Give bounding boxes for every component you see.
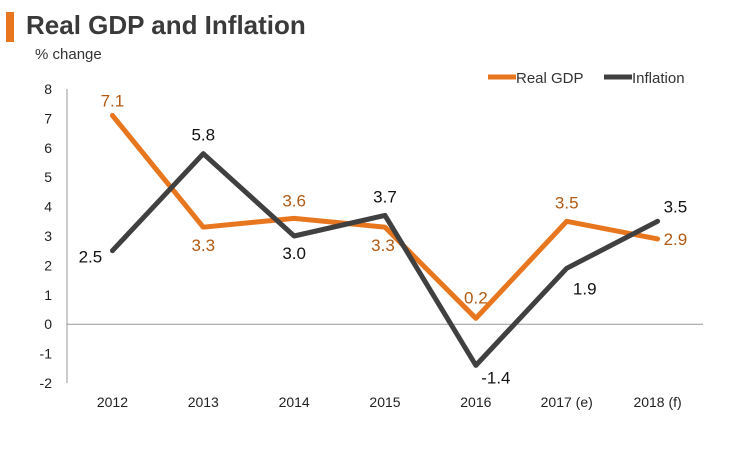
inflation-line	[109, 151, 661, 368]
y-tick-label: 0	[44, 316, 52, 332]
x-tick-label: 2014	[279, 394, 310, 410]
inflation-data-label: 3.0	[282, 244, 306, 263]
real-gdp-data-label: 3.6	[282, 191, 306, 210]
real-gdp-data-label: 3.3	[191, 236, 215, 255]
y-tick-label: 1	[44, 287, 52, 303]
inflation-data-label: -1.4	[481, 368, 510, 387]
legend-label-real-gdp: Real GDP	[516, 70, 584, 87]
inflation-data-label: 3.7	[373, 187, 397, 206]
y-tick-label: -2	[40, 375, 53, 391]
real-gdp-data-label: 3.5	[555, 193, 579, 212]
y-tick-label: 8	[44, 81, 52, 97]
x-tick-label: 2013	[188, 394, 219, 410]
y-tick-label: -1	[40, 346, 53, 362]
y-tick-label: 6	[44, 140, 52, 156]
y-tick-label: 2	[44, 257, 52, 273]
y-tick-label: 5	[44, 169, 52, 185]
x-tick-label: 2016	[460, 394, 491, 410]
inflation-data-label: 3.5	[664, 197, 688, 216]
chart-data-labels: 7.1 3.3 3.6 3.3 0.2 3.5 2.9 2.5 5.8 3.0 3.7 -1.4 1.9…	[79, 91, 688, 387]
real-gdp-line	[109, 112, 661, 321]
y-tick-label: 4	[44, 199, 52, 215]
x-tick-label: 2012	[97, 394, 128, 410]
title-accent-bar	[6, 12, 14, 42]
inflation-data-label: 2.5	[79, 248, 103, 267]
chart-axes: 8 7 6 5 4 3 2 1 0 -1 -2 2012 2013 2014 2015 2016 2017 (e…	[40, 81, 703, 410]
x-tick-label: 2018 (f)	[633, 394, 681, 410]
chart-legend: Real GDP Inflation	[488, 70, 685, 87]
legend-label-inflation: Inflation	[632, 70, 685, 87]
x-tick-label: 2017 (e)	[541, 394, 593, 410]
inflation-data-label: 5.8	[191, 126, 215, 145]
chart-series-lines	[109, 112, 661, 368]
real-gdp-data-label: 7.1	[101, 91, 125, 110]
inflation-data-label: 1.9	[573, 279, 597, 298]
x-tick-label: 2015	[369, 394, 400, 410]
real-gdp-data-label: 0.2	[464, 288, 488, 307]
real-gdp-data-label: 3.3	[371, 236, 395, 255]
y-tick-label: 3	[44, 228, 52, 244]
chart-title: Real GDP and Inflation	[26, 10, 306, 40]
real-gdp-data-label: 2.9	[664, 230, 688, 249]
y-axis-unit-label: % change	[35, 46, 102, 63]
y-tick-label: 7	[44, 110, 52, 126]
